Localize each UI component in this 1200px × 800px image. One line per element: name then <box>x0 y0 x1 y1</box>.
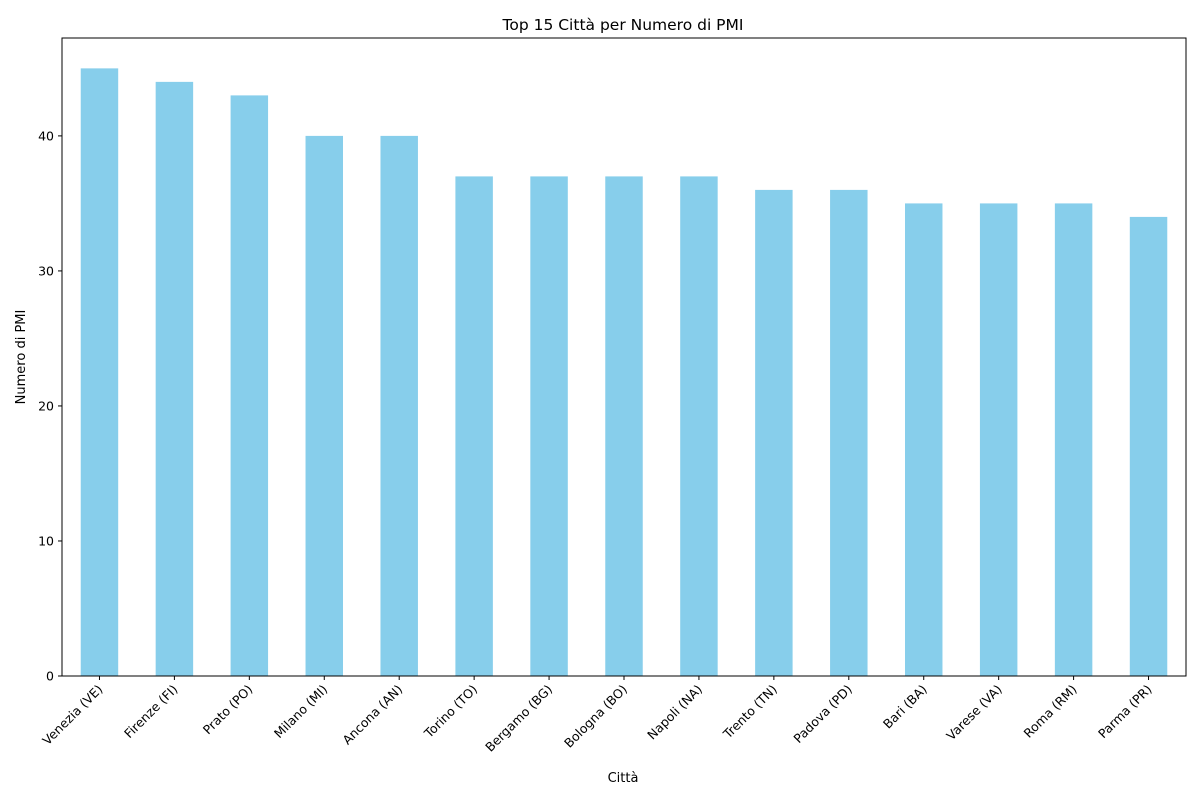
bar-3 <box>305 135 343 676</box>
x-tick-label-7: Bologna (BO) <box>561 682 630 751</box>
bar-6 <box>530 176 568 676</box>
bars-group <box>80 68 1168 676</box>
x-tick-label-8: Napoli (NA) <box>644 682 705 743</box>
bar-13 <box>1054 203 1093 676</box>
bar-9 <box>755 189 793 676</box>
x-tick-label-3: Milano (MI) <box>271 682 331 742</box>
x-tick-label-12: Varese (VA) <box>943 682 1005 744</box>
bar-12 <box>979 203 1018 676</box>
y-tick-label-2: 20 <box>38 398 54 413</box>
bar-0 <box>80 68 119 676</box>
x-tick-label-14: Parma (PR) <box>1095 682 1155 742</box>
y-tick-label-1: 10 <box>38 533 54 548</box>
x-tick-label-1: Firenze (FI) <box>121 682 180 741</box>
x-tick-label-10: Padova (PD) <box>790 682 854 746</box>
bar-14 <box>1129 216 1168 676</box>
bar-1 <box>155 81 194 676</box>
bar-11 <box>905 203 943 676</box>
x-tick-label-11: Bari (BA) <box>880 682 930 732</box>
x-tick-label-4: Ancona (AN) <box>339 682 405 748</box>
bar-4 <box>380 135 418 676</box>
y-tick-label-4: 40 <box>38 128 54 143</box>
x-axis-label: Città <box>608 771 639 786</box>
y-tick-label-0: 0 <box>46 669 54 684</box>
x-axis: Venezia (VE) Firenze (FI) Prato (PO) Milano… <box>39 676 1155 755</box>
bar-2 <box>230 95 269 676</box>
bar-7 <box>605 176 643 676</box>
x-tick-label-0: Venezia (VE) <box>39 682 105 748</box>
x-tick-label-2: Prato (PO) <box>200 682 256 738</box>
y-tick-label-3: 30 <box>38 263 54 278</box>
chart-title: Top 15 Città per Numero di PMI <box>502 16 744 34</box>
plot-frame <box>61 37 1187 677</box>
x-tick-label-5: Torino (TO) <box>420 682 480 742</box>
y-axis: 0 10 20 30 40 <box>38 128 62 684</box>
bar-10 <box>830 189 868 676</box>
bar-5 <box>455 176 493 676</box>
y-axis-label: Numero di PMI <box>14 310 29 405</box>
bar-8 <box>680 176 718 676</box>
x-tick-label-13: Roma (RM) <box>1020 682 1079 741</box>
x-tick-label-9: Trento (TN) <box>719 682 779 742</box>
x-tick-label-6: Bergamo (BG) <box>482 682 555 755</box>
